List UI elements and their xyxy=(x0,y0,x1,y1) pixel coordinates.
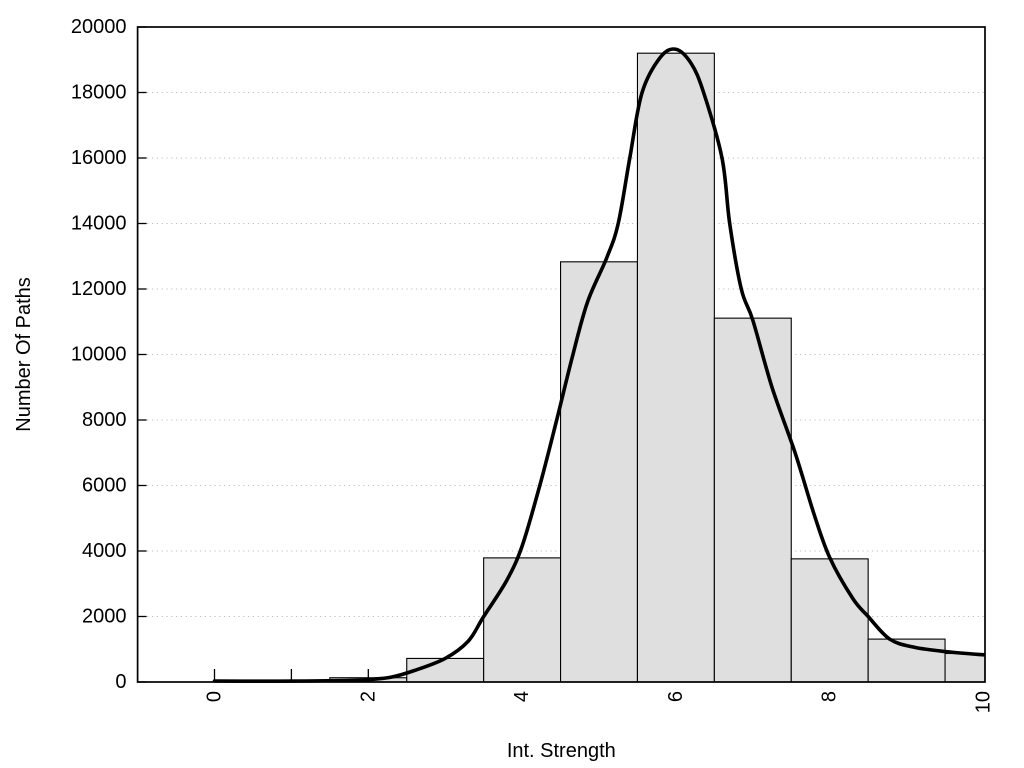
histogram-bar xyxy=(636,52,715,683)
fit-curve xyxy=(212,47,986,683)
y-tick-label: 12000 xyxy=(71,278,127,300)
y-tick-label: 2000 xyxy=(82,606,127,628)
y-tick-label: 8000 xyxy=(82,409,127,431)
fit-curve-path xyxy=(212,47,986,683)
x-tick-label: 4 xyxy=(511,691,533,702)
plot-border xyxy=(136,26,986,683)
histogram-bar xyxy=(483,557,562,683)
histogram-bar xyxy=(790,558,869,683)
histogram-bar xyxy=(559,261,638,683)
y-tick-label: 4000 xyxy=(82,540,127,562)
y-tick-label: 14000 xyxy=(71,213,127,235)
y-tick-label: 6000 xyxy=(82,475,127,497)
y-tick-label: 18000 xyxy=(71,82,127,104)
x-tick-labels: 0 2 4 6 8 10 xyxy=(204,691,995,713)
y-axis-title: Number Of Paths xyxy=(13,277,35,432)
x-tick-label: 0 xyxy=(204,691,226,702)
histogram-bar xyxy=(713,317,792,683)
y-tick-label: 0 xyxy=(115,671,126,693)
histogram-bar xyxy=(944,652,986,683)
x-tick-label: 8 xyxy=(819,691,841,702)
y-tick-label: 10000 xyxy=(71,344,127,366)
histogram-bars xyxy=(329,52,986,683)
x-tick-label: 2 xyxy=(357,691,379,702)
y-tick-labels: 0 2000 4000 6000 8000 10000 12000 14000 16000 180… xyxy=(71,16,127,693)
y-tick-label: 20000 xyxy=(71,16,127,38)
y-tick-label: 16000 xyxy=(71,147,127,169)
x-tick-label: 10 xyxy=(973,691,995,713)
x-axis-title: Int. Strength xyxy=(507,740,616,762)
x-tick-label: 6 xyxy=(665,691,687,702)
